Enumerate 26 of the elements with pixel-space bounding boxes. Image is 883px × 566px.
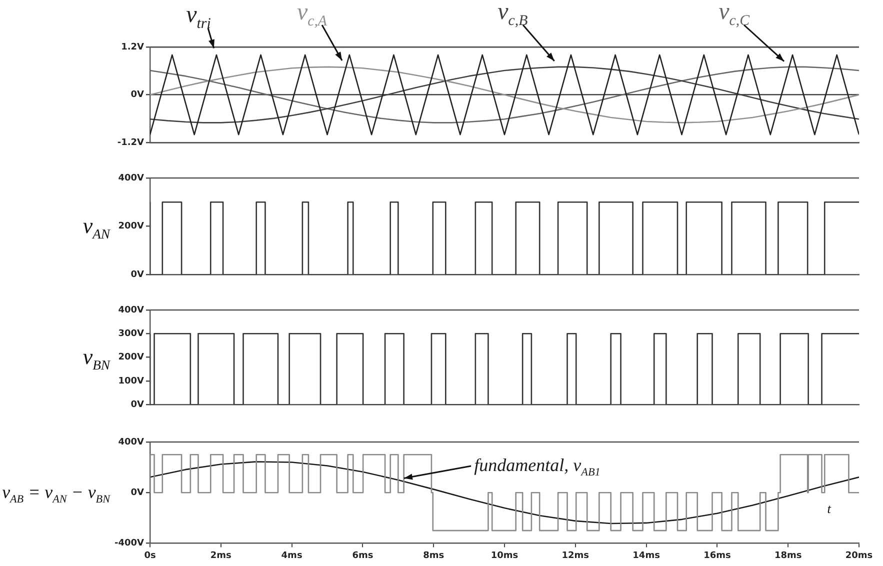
x-tick-label: 2ms <box>210 550 232 561</box>
x-tick-label: 14ms <box>632 550 660 561</box>
y-tick-label: 100V <box>118 376 144 386</box>
x-tick-label: 8ms <box>423 550 444 561</box>
y-tick-label: 300V <box>118 328 144 339</box>
x-tick-label: 6ms <box>352 550 374 561</box>
x-tick-label: 12ms <box>562 550 590 561</box>
y-tick-label: 0V <box>130 488 144 498</box>
y-tick-label: 200V <box>118 352 144 363</box>
x-tick-label: 18ms <box>774 550 802 561</box>
y-tick-label: 400V <box>118 437 144 448</box>
x-tick-label: 0s <box>144 550 156 561</box>
y-tick-label: -400V <box>114 538 144 549</box>
x-tick-label: 20ms <box>845 550 873 561</box>
x-tick-label: 16ms <box>704 550 731 561</box>
y-tick-label: 0V <box>130 400 144 410</box>
y-tick-label: 1.2V <box>121 42 144 52</box>
y-tick-label: -1.2V <box>117 138 144 148</box>
x-tick-label: 10ms <box>490 550 518 561</box>
y-tick-label: 0V <box>130 270 144 280</box>
x-tick-label: 4ms <box>281 550 302 561</box>
y-tick-label: 400V <box>118 173 144 184</box>
y-tick-label: 400V <box>118 305 144 316</box>
y-tick-label: 0V <box>130 90 144 100</box>
y-tick-label: 200V <box>118 222 144 232</box>
x-axis-title: t <box>827 500 832 516</box>
